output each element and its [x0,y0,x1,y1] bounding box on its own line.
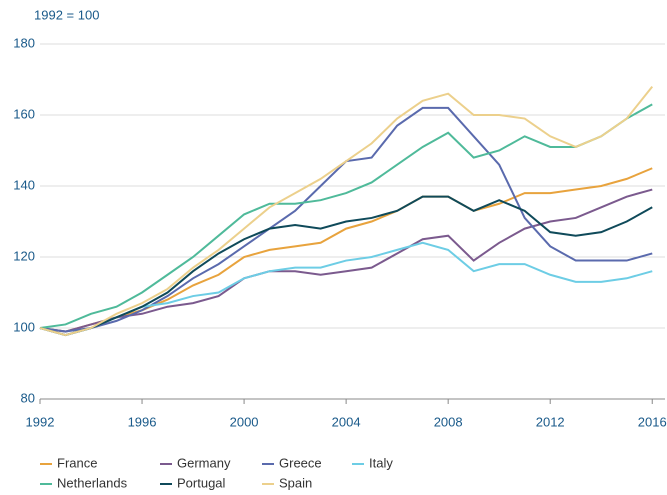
x-tick-label: 2012 [536,414,565,429]
y-tick-label: 140 [13,177,35,192]
x-tick-label: 2004 [332,414,361,429]
y-axis-label: 1992 = 100 [34,7,99,22]
y-tick-label: 80 [21,390,35,405]
x-tick-label: 1992 [26,414,55,429]
y-tick-label: 180 [13,35,35,50]
legend-label: Portugal [177,475,226,490]
y-tick-label: 120 [13,248,35,263]
x-tick-label: 2016 [638,414,667,429]
legend-label: Italy [369,455,393,470]
legend-label: Netherlands [57,475,128,490]
series-line [39,85,654,337]
y-tick-label: 160 [13,106,35,121]
legend-label: Greece [279,455,322,470]
series-line [39,195,653,337]
legend-label: France [57,455,97,470]
series-line [39,103,653,329]
x-tick-label: 2000 [230,414,259,429]
x-tick-label: 1996 [128,414,157,429]
series-line [39,188,653,333]
x-tick-label: 2008 [434,414,463,429]
legend-label: Germany [177,455,231,470]
y-tick-label: 100 [13,319,35,334]
legend-label: Spain [279,475,312,490]
